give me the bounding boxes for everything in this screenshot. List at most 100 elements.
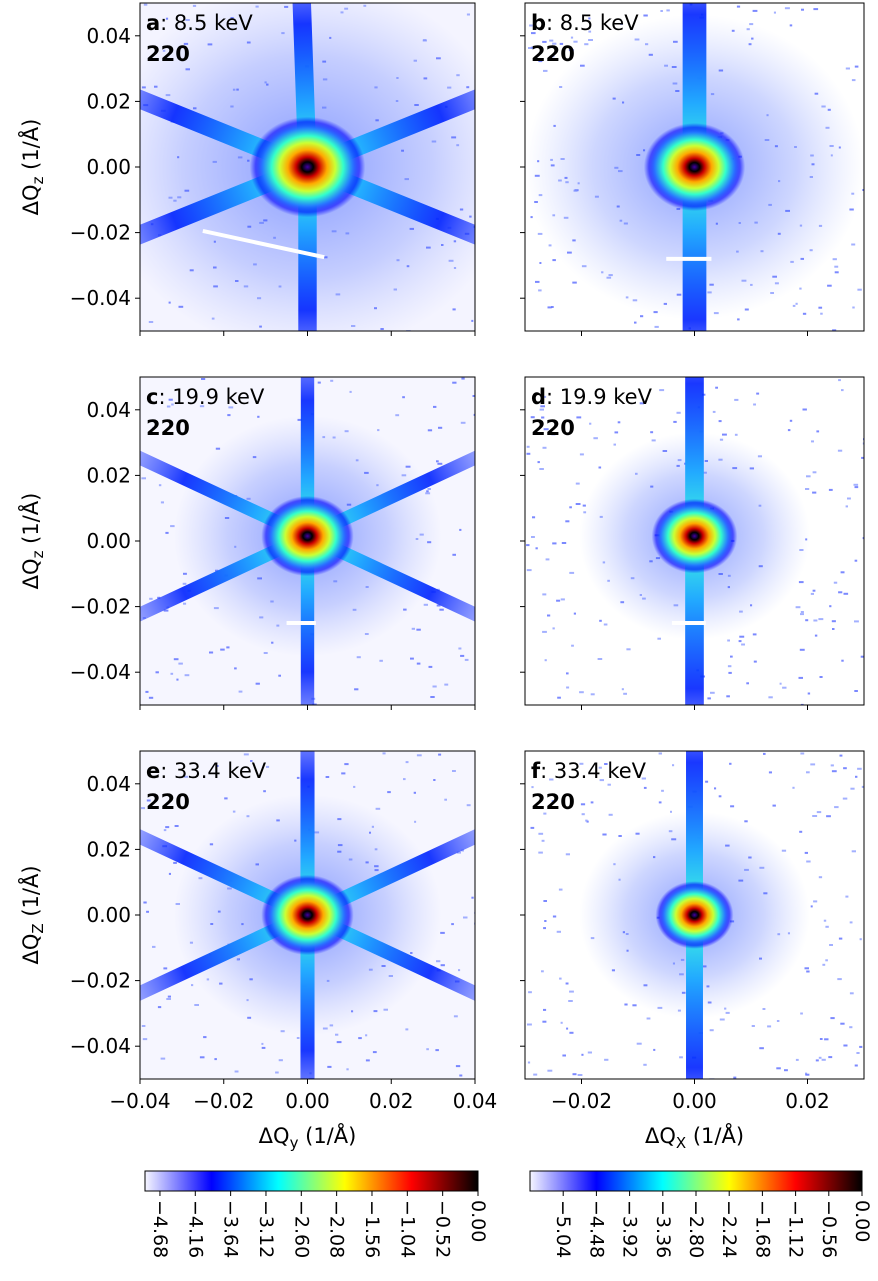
bragg-peak bbox=[261, 874, 354, 956]
colorbar-tick-label: −1.12 bbox=[785, 1200, 807, 1258]
y-tick-label: −0.04 bbox=[70, 1034, 131, 1058]
colorbar-tick-label: −4.68 bbox=[149, 1200, 171, 1258]
streaks bbox=[682, 3, 707, 331]
streaks bbox=[686, 751, 703, 1079]
streak bbox=[686, 751, 703, 915]
streaks bbox=[140, 377, 475, 705]
detector-gap bbox=[202, 229, 325, 260]
intensity-map bbox=[140, 751, 475, 1079]
y-tick-label: −0.04 bbox=[70, 286, 131, 310]
y-tick-label: 0.00 bbox=[86, 155, 131, 179]
bragg-peak bbox=[651, 498, 738, 574]
bragg-peak bbox=[249, 116, 366, 218]
streak bbox=[300, 751, 315, 915]
colorbars: −4.68 −4.16 −3.64 −3.12 −2.60 −2.08 −1.56 −1.04… bbox=[144, 1170, 873, 1258]
colorbar-tick-label: −4.48 bbox=[585, 1200, 607, 1258]
reflection-label: 220 bbox=[531, 416, 575, 440]
streaks bbox=[140, 3, 475, 331]
streak bbox=[140, 71, 309, 173]
streak bbox=[306, 532, 475, 636]
intensity-map bbox=[525, 3, 864, 331]
reflection-label: 220 bbox=[146, 42, 190, 66]
x-tick-label: 0.02 bbox=[369, 1089, 414, 1113]
y-tick-label: −0.02 bbox=[70, 221, 131, 245]
y-tick-label: 0.02 bbox=[86, 463, 131, 487]
colorbar-tick-label: −3.36 bbox=[652, 1200, 674, 1258]
panel-title: e: 33.4 keV bbox=[146, 759, 267, 783]
colorbar-gradient bbox=[144, 1170, 479, 1192]
y-tick-label: 0.00 bbox=[86, 529, 131, 553]
streak bbox=[306, 436, 475, 540]
x-tick-label: 0.04 bbox=[453, 1089, 498, 1113]
streak bbox=[140, 815, 309, 920]
reflection-label: 220 bbox=[146, 790, 190, 814]
x-tick-label: −0.02 bbox=[193, 1089, 254, 1113]
streak bbox=[140, 532, 309, 636]
y-tick-label: 0.04 bbox=[86, 24, 131, 48]
x-axis-label: ΔQy (1/Å) bbox=[259, 1122, 357, 1152]
y-tick-label: −0.04 bbox=[70, 660, 131, 684]
colorbar-1: −4.68 −4.16 −3.64 −3.12 −2.60 −2.08 −1.56 −1.04… bbox=[144, 1170, 489, 1258]
colorbar-tick-label: −5.04 bbox=[552, 1200, 574, 1258]
colorbar-tick-label: −0.52 bbox=[432, 1200, 454, 1258]
streak bbox=[306, 910, 475, 1015]
x-tick-label: −0.02 bbox=[551, 1089, 612, 1113]
x-axis-label: ΔQX (1/Å) bbox=[645, 1122, 744, 1152]
y-axis-label: ΔQz (1/Å) bbox=[17, 493, 47, 590]
y-tick-label: 0.04 bbox=[86, 398, 131, 422]
reflection-label: 220 bbox=[531, 790, 575, 814]
panel-title: a: 8.5 keV bbox=[146, 11, 253, 35]
colorbar-tick-label: −3.64 bbox=[220, 1200, 242, 1258]
streak bbox=[290, 3, 317, 168]
streaks bbox=[140, 751, 475, 1079]
streak bbox=[686, 915, 703, 1079]
streak bbox=[140, 161, 309, 263]
bragg-peak bbox=[643, 122, 746, 212]
panels: 0.04 0.02 0.00 −0.02 −0.04 ΔQz (1/Å) a: 8.5 ke… bbox=[17, 2, 865, 1152]
streak bbox=[306, 71, 475, 173]
streak bbox=[140, 910, 309, 1015]
panel-d: d: 19.9 keV 220 bbox=[520, 376, 865, 710]
streak bbox=[300, 377, 315, 537]
reflection-label: 220 bbox=[146, 416, 190, 440]
colorbar-tick-label: 0.00 bbox=[467, 1200, 489, 1242]
panel-a: 0.04 0.02 0.00 −0.02 −0.04 ΔQz (1/Å) a: 8.5 ke… bbox=[17, 2, 476, 336]
panel-title: b: 8.5 keV bbox=[531, 11, 639, 35]
panel-b: b: 8.5 keV 220 bbox=[520, 2, 865, 336]
panel-title: d: 19.9 keV bbox=[531, 385, 653, 409]
streak bbox=[685, 536, 704, 705]
y-tick-label: −0.02 bbox=[70, 969, 131, 993]
colorbar-tick-label: −0.56 bbox=[818, 1200, 840, 1258]
x-tick-label: 0.02 bbox=[785, 1089, 830, 1113]
y-tick-label: −0.02 bbox=[70, 595, 131, 619]
colorbar-2: −5.04 −4.48 −3.92 −3.36 −2.80 −2.24 −1.68 −1.12… bbox=[529, 1170, 873, 1258]
streak bbox=[300, 915, 315, 1079]
streak bbox=[306, 815, 475, 920]
streak bbox=[685, 377, 704, 537]
reflection-label: 220 bbox=[531, 42, 575, 66]
panel-e: 0.04 0.02 0.00 −0.02 −0.04 −0.04 −0.02 0.00 0.02… bbox=[17, 750, 498, 1152]
intensity-map bbox=[527, 751, 864, 1079]
colorbar-tick-label: −2.80 bbox=[685, 1200, 707, 1258]
y-tick-label: 0.04 bbox=[86, 772, 131, 796]
colorbar-tick-label: −1.04 bbox=[396, 1200, 418, 1258]
y-tick-label: 0.02 bbox=[86, 837, 131, 861]
colorbar-tick-label: −1.68 bbox=[751, 1200, 773, 1258]
x-tick-label: 0.00 bbox=[672, 1089, 717, 1113]
streak bbox=[306, 161, 475, 263]
y-tick-label: 0.02 bbox=[86, 89, 131, 113]
x-tick-label: −0.04 bbox=[109, 1089, 170, 1113]
panel-title: f: 33.4 keV bbox=[531, 759, 647, 783]
colorbar-tick-label: −3.12 bbox=[255, 1200, 277, 1258]
streak bbox=[300, 536, 315, 705]
y-axis-label: ΔQz (1/Å) bbox=[17, 119, 47, 216]
colorbar-tick-label: −2.08 bbox=[326, 1200, 348, 1258]
colorbar-tick-label: −4.16 bbox=[184, 1200, 206, 1258]
panel-c: 0.04 0.02 0.00 −0.02 −0.04 ΔQz (1/Å) c: 19.9 k… bbox=[17, 376, 476, 710]
panel-f: −0.02 0.00 0.02 ΔQX (1/Å) f: 33.4 keV 220 bbox=[520, 750, 865, 1152]
panel-title: c: 19.9 keV bbox=[146, 385, 265, 409]
colorbar-tick-label: −3.92 bbox=[619, 1200, 641, 1258]
colorbar-tick-label: −2.60 bbox=[290, 1200, 312, 1258]
colorbar-gradient bbox=[529, 1170, 863, 1192]
